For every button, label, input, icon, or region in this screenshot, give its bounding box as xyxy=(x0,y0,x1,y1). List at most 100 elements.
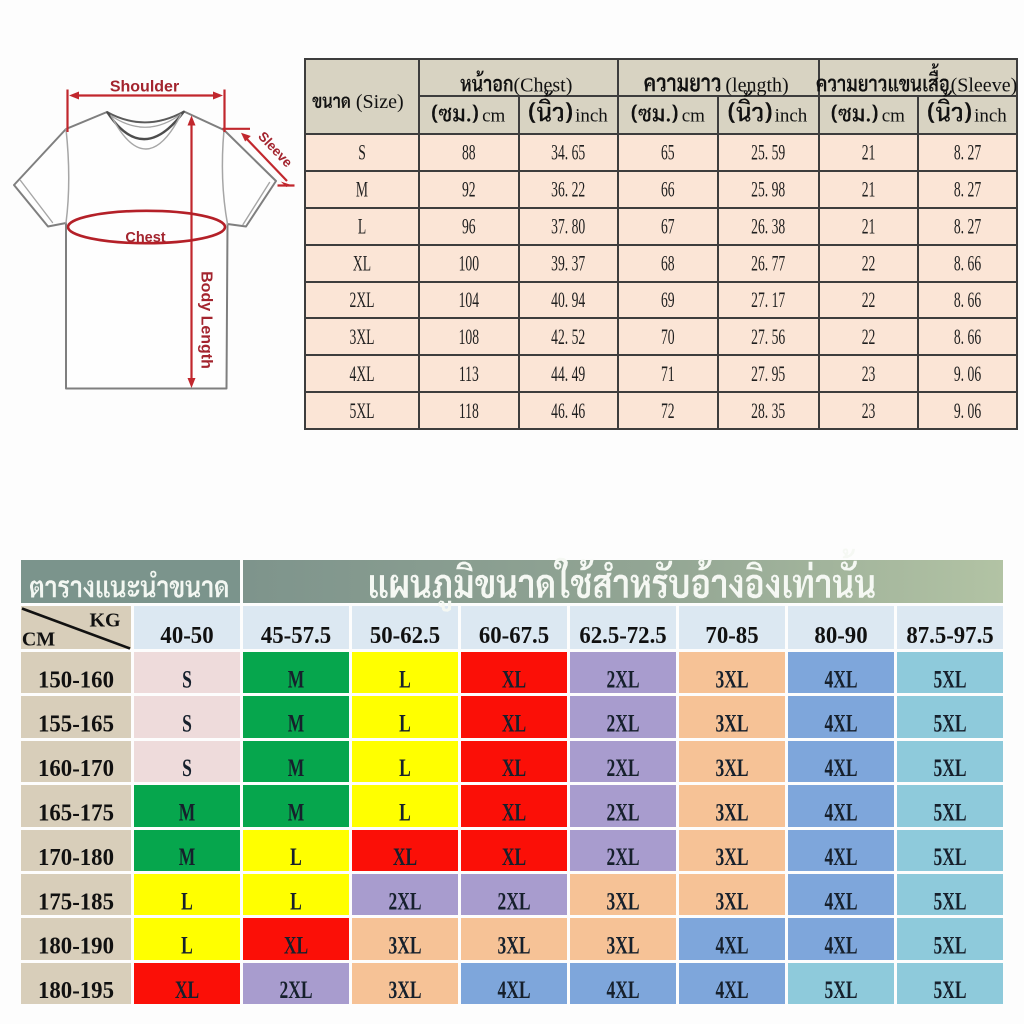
svg-text:Chest: Chest xyxy=(125,230,165,246)
svg-text:108: 108 xyxy=(459,325,479,349)
svg-text:70: 70 xyxy=(661,325,675,349)
svg-text:5XL: 5XL xyxy=(933,932,966,960)
svg-text:inch: inch xyxy=(575,106,608,127)
svg-text:25. 59: 25. 59 xyxy=(751,140,785,164)
svg-text:22: 22 xyxy=(862,251,876,275)
svg-text:4XL: 4XL xyxy=(350,362,375,386)
svg-text:104: 104 xyxy=(459,288,479,312)
svg-text:8. 27: 8. 27 xyxy=(954,177,981,201)
svg-text:3XL: 3XL xyxy=(497,932,530,960)
svg-text:XL: XL xyxy=(502,798,526,826)
svg-text:5XL: 5XL xyxy=(933,976,966,1004)
svg-text:36. 22: 36. 22 xyxy=(551,177,585,201)
svg-text:50-62.5: 50-62.5 xyxy=(370,622,440,649)
svg-text:3XL: 3XL xyxy=(715,887,748,915)
svg-text:46. 46: 46. 46 xyxy=(551,399,585,423)
svg-text:XL: XL xyxy=(502,665,526,693)
svg-text:4XL: 4XL xyxy=(824,710,857,738)
svg-text:cm: cm xyxy=(682,106,705,127)
svg-text:2XL: 2XL xyxy=(606,843,639,871)
svg-text:3XL: 3XL xyxy=(715,710,748,738)
svg-text:71: 71 xyxy=(661,362,675,386)
svg-text:4XL: 4XL xyxy=(824,754,857,782)
svg-text:4XL: 4XL xyxy=(715,976,748,1004)
svg-text:S: S xyxy=(358,140,366,164)
svg-text:21: 21 xyxy=(862,214,876,238)
svg-text:5XL: 5XL xyxy=(933,887,966,915)
svg-text:2XL: 2XL xyxy=(279,976,312,1004)
svg-text:4XL: 4XL xyxy=(715,932,748,960)
svg-text:2XL: 2XL xyxy=(388,887,421,915)
svg-text:5XL: 5XL xyxy=(933,665,966,693)
svg-text:S: S xyxy=(182,665,192,693)
svg-text:22: 22 xyxy=(862,288,876,312)
svg-text:23: 23 xyxy=(862,362,876,386)
svg-text:cm: cm xyxy=(882,106,905,127)
svg-text:40. 94: 40. 94 xyxy=(551,288,585,312)
svg-text:8. 27: 8. 27 xyxy=(954,214,981,238)
svg-text:4XL: 4XL xyxy=(497,976,530,1004)
svg-text:2XL: 2XL xyxy=(606,798,639,826)
svg-text:88: 88 xyxy=(462,140,476,164)
svg-text:(Chest): (Chest) xyxy=(514,75,573,97)
svg-text:2XL: 2XL xyxy=(497,887,530,915)
svg-text:KG: KG xyxy=(89,610,121,632)
svg-text:2XL: 2XL xyxy=(350,288,375,312)
svg-text:9. 06: 9. 06 xyxy=(954,362,981,386)
svg-text:CM: CM xyxy=(22,629,55,651)
svg-text:L: L xyxy=(399,754,411,782)
svg-text:M: M xyxy=(288,754,305,782)
svg-text:4XL: 4XL xyxy=(824,932,857,960)
svg-text:2XL: 2XL xyxy=(606,710,639,738)
svg-text:3XL: 3XL xyxy=(350,325,375,349)
svg-text:XL: XL xyxy=(284,932,308,960)
svg-text:L: L xyxy=(399,710,411,738)
svg-text:5XL: 5XL xyxy=(933,843,966,871)
svg-text:L: L xyxy=(399,798,411,826)
svg-text:L: L xyxy=(181,932,193,960)
svg-text:L: L xyxy=(181,887,193,915)
svg-text:69: 69 xyxy=(661,288,675,312)
svg-text:XL: XL xyxy=(502,710,526,738)
svg-text:68: 68 xyxy=(661,251,675,275)
svg-text:180-190: 180-190 xyxy=(38,933,114,960)
svg-text:21: 21 xyxy=(862,140,876,164)
svg-text:M: M xyxy=(179,798,196,826)
svg-text:155-165: 155-165 xyxy=(38,711,114,738)
svg-text:M: M xyxy=(288,665,305,693)
svg-text:S: S xyxy=(182,710,192,738)
svg-text:113: 113 xyxy=(459,362,479,386)
svg-text:39. 37: 39. 37 xyxy=(551,251,585,275)
svg-text:60-67.5: 60-67.5 xyxy=(479,622,549,649)
svg-text:M: M xyxy=(179,843,196,871)
svg-text:8. 66: 8. 66 xyxy=(954,288,981,312)
svg-text:M: M xyxy=(356,177,368,201)
svg-text:2XL: 2XL xyxy=(606,754,639,782)
svg-text:XL: XL xyxy=(353,251,371,275)
svg-text:180-195: 180-195 xyxy=(38,978,114,1005)
svg-text:4XL: 4XL xyxy=(824,665,857,693)
svg-text:3XL: 3XL xyxy=(606,932,639,960)
svg-text:8. 66: 8. 66 xyxy=(954,251,981,275)
svg-text:45-57.5: 45-57.5 xyxy=(261,622,331,649)
svg-text:3XL: 3XL xyxy=(715,754,748,782)
svg-text:8. 66: 8. 66 xyxy=(954,325,981,349)
svg-text:118: 118 xyxy=(459,399,479,423)
svg-text:28. 35: 28. 35 xyxy=(751,399,785,423)
svg-text:cm: cm xyxy=(482,106,505,127)
svg-text:96: 96 xyxy=(462,214,476,238)
svg-text:25. 98: 25. 98 xyxy=(751,177,785,201)
svg-text:5XL: 5XL xyxy=(933,798,966,826)
svg-text:92: 92 xyxy=(462,177,476,201)
svg-text:27. 95: 27. 95 xyxy=(751,362,785,386)
svg-text:M: M xyxy=(288,798,305,826)
svg-text:Shoulder: Shoulder xyxy=(110,79,179,96)
svg-text:3XL: 3XL xyxy=(388,932,421,960)
svg-text:2XL: 2XL xyxy=(606,665,639,693)
svg-text:5XL: 5XL xyxy=(824,976,857,1004)
svg-text:44. 49: 44. 49 xyxy=(551,362,585,386)
svg-text:65: 65 xyxy=(661,140,675,164)
svg-text:4XL: 4XL xyxy=(824,887,857,915)
svg-text:100: 100 xyxy=(459,251,479,275)
svg-text:42. 52: 42. 52 xyxy=(551,325,585,349)
